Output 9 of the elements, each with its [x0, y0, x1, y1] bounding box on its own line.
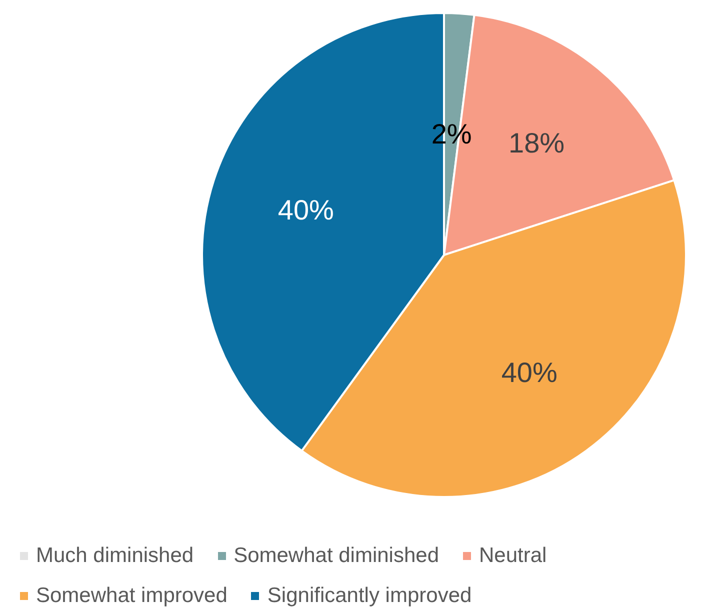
data-label: 2% [431, 118, 472, 150]
legend-label: Somewhat diminished [234, 544, 440, 568]
legend-label: Somewhat improved [36, 584, 228, 608]
legend-label: Significantly improved [267, 584, 472, 608]
data-label: 18% [508, 128, 565, 159]
data-label: 40% [501, 356, 558, 388]
legend-label: Much diminished [36, 544, 194, 568]
legend-label: Neutral [479, 544, 547, 568]
data-label: 40% [278, 194, 334, 226]
